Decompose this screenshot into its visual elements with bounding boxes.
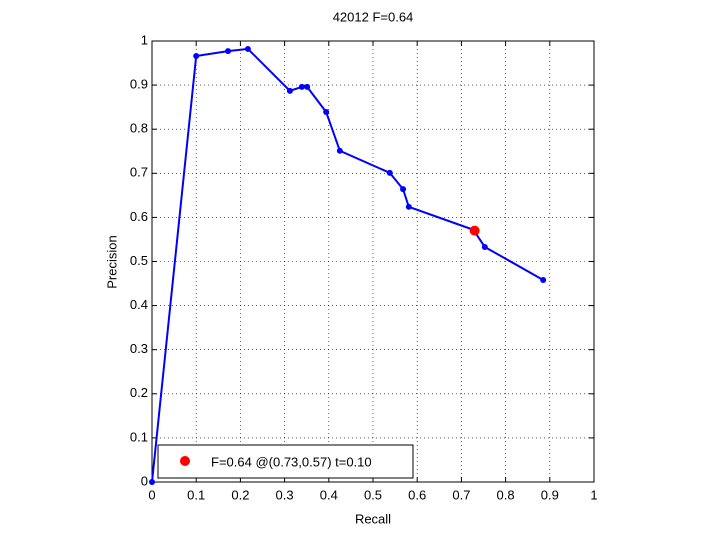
y-tick-label: 0 [141,473,148,488]
x-axis-label: Recall [355,511,391,526]
curve-point [323,109,330,116]
best-point [469,225,480,236]
x-tick-label: 0.3 [276,487,294,502]
curve-point [225,48,232,55]
x-tick-label: 0.8 [497,487,515,502]
x-tick-label: 0.6 [408,487,426,502]
curve-point [304,83,311,90]
y-tick-label: 0.5 [130,253,148,268]
curve-point [386,169,393,176]
plot-frame [151,40,595,483]
y-tick-label: 0.6 [130,209,148,224]
x-tick-label: 0.9 [541,487,559,502]
curve-point [540,277,547,284]
curve-point [405,203,412,210]
curve-point [336,147,343,154]
curve-point [244,45,251,52]
x-tick-label: 1 [590,487,597,502]
curve-point [193,52,200,59]
y-axis-label: Precision [104,235,119,288]
legend-label: F=0.64 @(0.73,0.57) t=0.10 [211,454,372,469]
y-tick-label: 0.9 [130,77,148,92]
y-tick-label: 0.2 [130,385,148,400]
x-tick-label: 0.5 [364,487,382,502]
x-tick-label: 0.7 [452,487,470,502]
y-tick-label: 0.3 [130,341,148,356]
chart-title: 42012 F=0.64 [333,9,414,24]
curve-point [400,186,407,193]
x-tick-label: 0.2 [231,487,249,502]
curve-point [149,479,155,485]
x-tick-label: 0.1 [187,487,205,502]
curve-point [286,87,293,94]
y-tick-label: 0.7 [130,165,148,180]
x-tick-label: 0 [148,487,155,502]
curve-point [481,243,488,250]
curve-point [298,83,305,90]
y-tick-label: 0.4 [130,297,148,312]
y-tick-label: 0.1 [130,429,148,444]
legend-box [157,444,414,479]
x-tick-label: 0.4 [320,487,338,502]
y-tick-label: 0.8 [130,121,148,136]
y-tick-label: 1 [141,32,148,47]
legend-marker [180,456,190,466]
